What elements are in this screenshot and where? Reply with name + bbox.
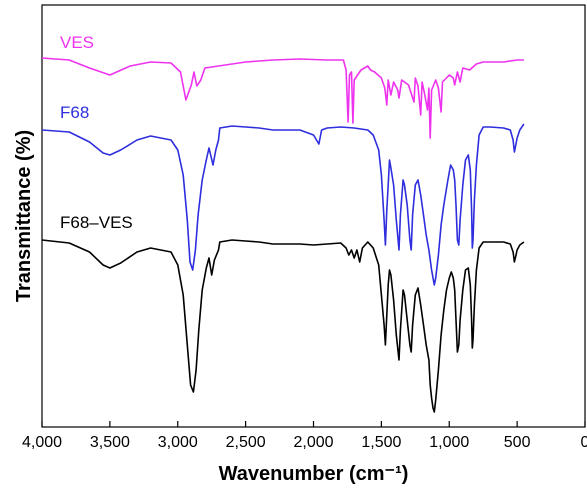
x-tick-label: 4,000	[22, 434, 62, 451]
x-tick-label: 0	[581, 434, 587, 451]
x-axis-title: Wavenumber (cm⁻¹)	[219, 463, 409, 485]
series-label-1: VES	[60, 33, 94, 52]
series-label-3: F68–VES	[60, 213, 133, 232]
x-axis-ticks	[41, 421, 586, 427]
series-labels: VES F68 F68–VES	[60, 33, 133, 232]
x-tick-label: 3,500	[90, 434, 130, 451]
series-label-2: F68	[60, 103, 89, 122]
x-tick-label: 3,000	[158, 434, 198, 451]
x-tick-label: 500	[504, 434, 531, 451]
x-tick-label: 2,500	[226, 434, 266, 451]
x-tick-label: 1,500	[361, 434, 401, 451]
x-axis-tick-labels: 4,000 3,500 3,000 2,500 2,000 1,500 1,000 500 0	[22, 434, 587, 451]
series-line-2	[41, 123, 525, 286]
spectrum-lines	[41, 57, 525, 413]
series-line-3	[41, 239, 525, 413]
series-line-1	[41, 57, 524, 139]
y-axis-title: Transmittance (%)	[13, 130, 35, 302]
x-tick-label: 1,000	[429, 434, 469, 451]
x-tick-label: 2,000	[293, 434, 333, 451]
